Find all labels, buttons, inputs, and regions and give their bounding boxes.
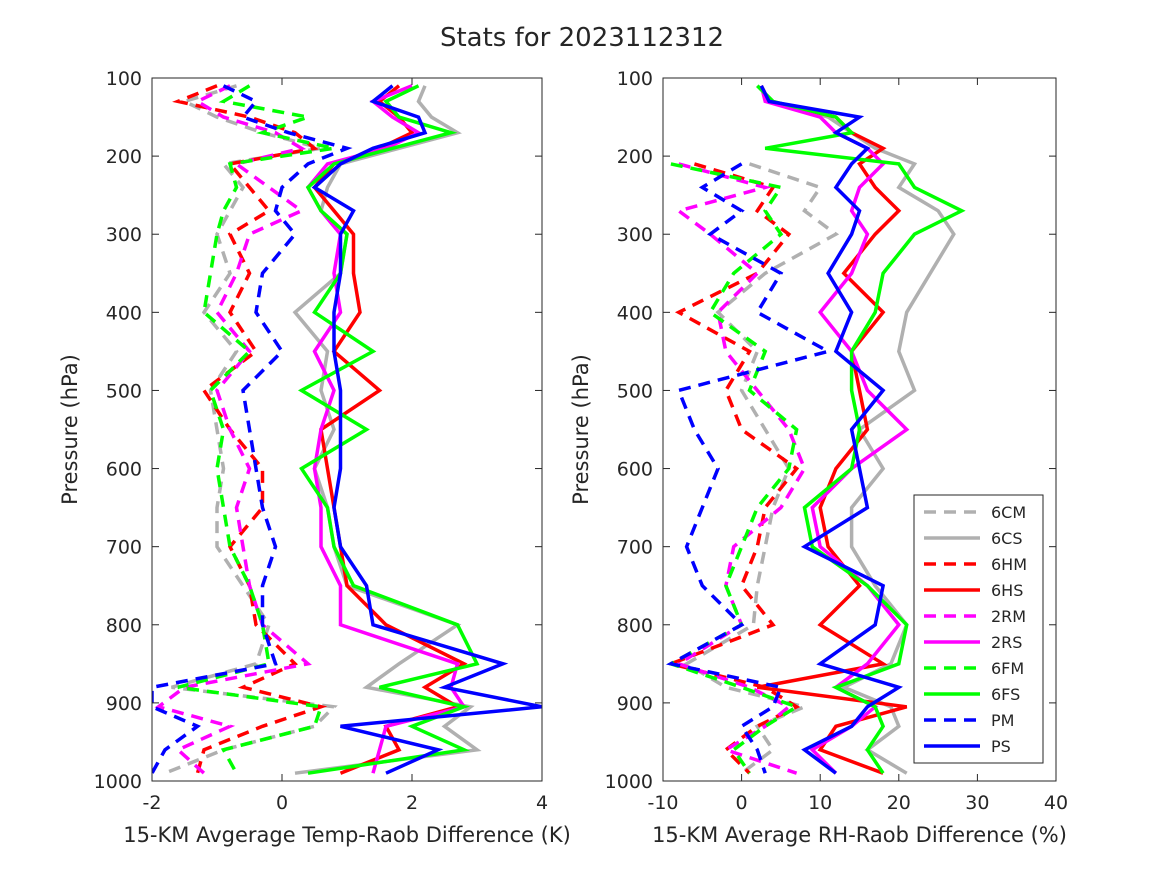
rh-y-tick-label: 900 — [617, 693, 653, 715]
rh-series-6fs — [756, 84, 966, 775]
temp-y-tick-label: 700 — [106, 537, 142, 559]
temp-series-2rm — [154, 84, 312, 775]
rh-axes-box — [662, 77, 1057, 782]
temp-series-6hm — [172, 84, 328, 774]
temp-axes-box — [151, 77, 543, 782]
temp-x-axis-label: 15-KM Avgerage Temp-Raob Difference (K) — [123, 823, 571, 847]
legend-item-6cm: 6CM — [924, 503, 1026, 522]
temp-y-tick-label: 600 — [106, 459, 142, 481]
legend: 6CM 6CS 6HM 6HS 2RM 2RS 6FM 6FS PM PS — [913, 494, 1044, 764]
legend-box — [913, 494, 1044, 764]
rh-x-axis-label: 15-KM Average RH-Raob Difference (%) — [652, 823, 1067, 847]
legend-label: 6FM — [991, 659, 1024, 678]
legend-label: 6HS — [991, 581, 1023, 600]
temp-series-6fs — [297, 84, 480, 775]
temp-y-axis-label: Pressure (hPa) — [58, 354, 82, 505]
legend-item-6cs: 6CS — [924, 529, 1023, 548]
temp-series-6cm — [164, 84, 338, 775]
legend-label: 2RS — [991, 633, 1022, 652]
temp-y-tick-label: 800 — [106, 615, 142, 637]
legend-label: 6CS — [991, 529, 1023, 548]
legend-label: 6CM — [991, 503, 1026, 522]
temp-series-group — [152, 84, 542, 775]
legend-label: PM — [991, 711, 1014, 730]
legend-label: 6FS — [991, 685, 1020, 704]
rh-y-tick-label: 200 — [617, 146, 653, 168]
rh-y-tick-label: 500 — [617, 380, 653, 402]
rh-y-tick-label: 400 — [617, 302, 653, 324]
temp-x-tick-label: -2 — [143, 792, 162, 814]
temp-y-tick-label: 900 — [106, 693, 142, 715]
temp-series-6fm — [177, 84, 335, 775]
temp-y-tick-label: 400 — [106, 302, 142, 324]
rh-y-tick-label: 800 — [617, 615, 653, 637]
legend-label: PS — [991, 737, 1011, 756]
temp-series-2rs — [305, 84, 467, 774]
rh-series-ps — [759, 85, 904, 775]
legend-label: 2RM — [991, 607, 1026, 626]
temp-y-tick-label: 1000 — [94, 771, 142, 793]
rh-x-tick-label: 0 — [736, 792, 748, 814]
rh-series-6cs — [756, 84, 956, 775]
rh-x-tick-label: -10 — [647, 792, 678, 814]
temp-series-ps — [311, 84, 542, 775]
figure-title: Stats for 2023112312 — [440, 23, 724, 53]
temp-y-tick-label: 200 — [106, 146, 142, 168]
temp-series-pm — [152, 84, 353, 775]
rh-y-tick-label: 300 — [617, 224, 653, 246]
rh-x-tick-label: 40 — [1044, 792, 1068, 814]
rh-y-tick-label: 1000 — [605, 771, 653, 793]
legend-item-6fs: 6FS — [924, 685, 1020, 704]
temp-difference-panel: -2 0 2 4 100 200 300 400 500 600 700 800 900 1000 15-K… — [58, 68, 571, 847]
legend-item-6hs: 6HS — [924, 581, 1023, 600]
rh-x-tick-label: 20 — [887, 792, 911, 814]
rh-series-6cm-part-1 — [683, 162, 840, 775]
temp-x-tick-label: 4 — [536, 792, 548, 814]
legend-item-ps: PS — [924, 737, 1011, 756]
temp-x-tick-label: 2 — [406, 792, 418, 814]
legend-item-2rm: 2RM — [924, 607, 1026, 626]
rh-series-6hs — [756, 85, 908, 775]
legend-item-6hm: 6HM — [924, 555, 1027, 574]
legend-item-2rs: 2RS — [924, 633, 1022, 652]
legend-label: 6HM — [991, 555, 1027, 574]
rh-y-tick-label: 600 — [617, 459, 653, 481]
legend-item-6fm: 6FM — [924, 659, 1024, 678]
rh-y-tick-label: 100 — [617, 68, 653, 90]
rh-y-axis-label: Pressure (hPa) — [569, 354, 593, 505]
rh-y-tick-label: 700 — [617, 537, 653, 559]
rh-series-group — [665, 84, 966, 775]
rh-x-tick-label: 30 — [965, 792, 989, 814]
rh-series-6fm-part-1 — [666, 162, 801, 775]
temp-y-tick-label: 500 — [106, 380, 142, 402]
temp-y-tick-label: 300 — [106, 224, 142, 246]
legend-item-pm: PM — [924, 711, 1014, 730]
rh-x-tick-label: 10 — [808, 792, 832, 814]
temp-y-tick-label: 100 — [106, 68, 142, 90]
rh-series-pm-part-1 — [665, 162, 833, 774]
rh-difference-panel: -10 0 10 20 30 40 100 200 300 400 500 600 700 800 900 1… — [569, 68, 1068, 847]
temp-x-tick-label: 0 — [276, 792, 288, 814]
